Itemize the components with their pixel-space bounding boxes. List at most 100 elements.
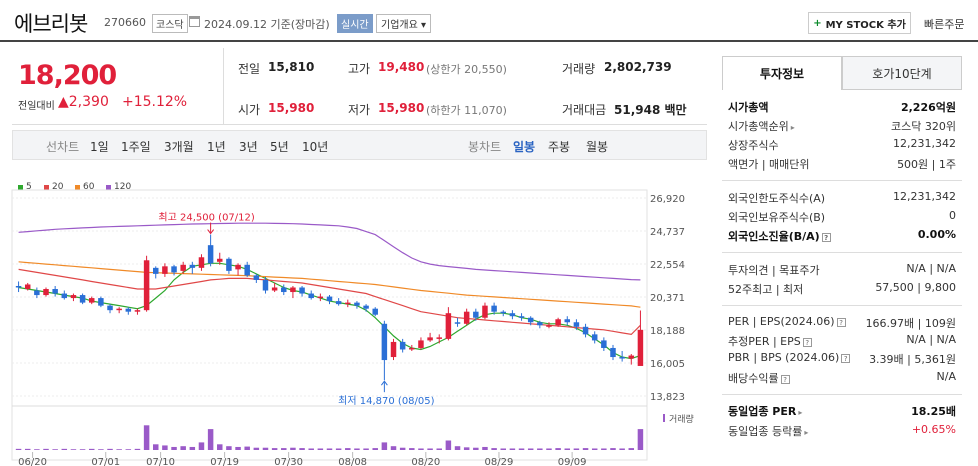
volume-bar <box>637 429 644 450</box>
candle-body <box>88 298 95 303</box>
period-3m[interactable]: 3개월 <box>164 140 194 154</box>
foreign-limit-label: 외국인한도주식수(A) <box>728 192 826 205</box>
dividend-value: N/A <box>936 370 956 383</box>
candle-body <box>582 326 589 335</box>
candle-body <box>290 287 296 293</box>
period-5y[interactable]: 5년 <box>270 140 289 154</box>
peer-per-label: 동일업종 PER <box>728 405 797 418</box>
change-value: ▲2,390 <box>58 94 109 110</box>
opinion-value: N/A | N/A <box>906 262 956 275</box>
candle-body <box>244 264 250 276</box>
amount-value: 51,948 백만 <box>614 103 687 117</box>
volume-bar <box>317 448 324 450</box>
volume-bar <box>244 446 250 450</box>
candle-body <box>98 298 104 306</box>
volume-legend-swatch <box>663 414 665 422</box>
candle-body <box>390 341 397 358</box>
help-icon[interactable]: ? <box>836 317 846 327</box>
market-cap-value: 2,226억원 <box>900 101 956 114</box>
volume-bar <box>527 448 534 450</box>
change-label: 전일대비 <box>18 101 55 112</box>
volume-bar <box>116 449 122 450</box>
company-info-dropdown[interactable]: 기업개요 ▾ <box>376 14 431 33</box>
legend-swatch <box>106 184 111 190</box>
volume-bar <box>198 442 205 450</box>
legend-swatch <box>18 184 23 190</box>
divider <box>722 180 962 181</box>
volume-bar <box>162 445 168 450</box>
divider <box>12 124 707 125</box>
volume-bar <box>390 446 397 450</box>
peer-per-row[interactable]: 동일업종 PER ▸ 18.25배 <box>728 403 956 420</box>
quick-order-link[interactable]: 빠른주문 <box>924 18 965 31</box>
price-chart[interactable]: 최고 24,500 (07/12) 최저 14,870 (08/05) 26,92… <box>0 0 710 466</box>
mystock-add-button[interactable]: + MY STOCK 추가 <box>808 12 911 34</box>
y-tick-label: 26,920 <box>650 194 685 205</box>
tab-investment-info[interactable]: 투자정보 <box>722 56 842 90</box>
candle-body <box>162 266 168 274</box>
candle-body <box>409 347 415 350</box>
stock-code: 270660 <box>104 16 146 29</box>
volume-bar <box>573 448 580 450</box>
candle-body <box>253 275 260 280</box>
period-1y[interactable]: 1년 <box>207 140 226 154</box>
rank-row[interactable]: 시가총액순위 ▸ 코스닥 320위 <box>728 118 956 135</box>
candle-body <box>107 305 113 311</box>
low-arrow-icon <box>380 380 388 386</box>
help-icon[interactable]: ? <box>780 374 790 384</box>
period-1w[interactable]: 1주일 <box>121 140 151 154</box>
period-3y[interactable]: 3년 <box>239 140 258 154</box>
volume-bar <box>454 446 461 450</box>
period-10y[interactable]: 10년 <box>302 140 329 154</box>
candle-body <box>116 308 122 311</box>
candle-body <box>79 295 86 303</box>
volume-bar <box>70 449 77 450</box>
volume-bar <box>299 448 305 450</box>
help-icon[interactable]: ? <box>821 232 831 242</box>
period-1d[interactable]: 1일 <box>90 140 109 154</box>
peer-rate-row[interactable]: 동일업종 등락률 ▸ +0.65% <box>728 423 956 440</box>
x-tick-label: 07/30 <box>274 457 303 466</box>
candle-body <box>281 287 287 293</box>
volume-bar <box>591 448 598 450</box>
volume-bar <box>125 449 132 450</box>
volume-label: 거래량 <box>669 413 694 425</box>
x-tick-label: 09/09 <box>558 457 587 466</box>
candle-body <box>271 287 278 291</box>
candle-daily[interactable]: 일봉 <box>513 140 536 154</box>
high-annotation: 최고 24,500 (07/12) <box>158 212 254 224</box>
chart-frame <box>11 189 648 461</box>
legend-swatch <box>75 184 80 190</box>
foreign-rate-label: 외국인소진율(B/A) <box>728 230 820 243</box>
volume-bar <box>619 448 625 450</box>
market-cap-row: 시가총액 2,226억원 <box>728 99 956 116</box>
volume-bar <box>372 448 378 450</box>
volume-bar <box>134 448 141 450</box>
candle-body <box>207 245 214 264</box>
pbr-row: PBR | BPS (2024.06)? 3.39배 | 5,361원 <box>728 351 956 368</box>
low-value: 15,980 <box>378 101 425 115</box>
realtime-button[interactable]: 실시간 <box>337 14 373 33</box>
plus-icon: + <box>813 17 822 29</box>
shares-value: 12,231,342 <box>893 137 956 150</box>
candle-weekly[interactable]: 주봉 <box>548 140 571 154</box>
volume-bar <box>61 448 68 450</box>
candle-monthly[interactable]: 월봉 <box>586 140 609 154</box>
line-chart-label: 선차트 <box>46 140 80 154</box>
candle-body <box>262 279 269 291</box>
candle-body <box>591 334 598 341</box>
shares-row: 상장주식수 12,231,342 <box>728 137 956 154</box>
chevron-right-icon: ▸ <box>798 408 803 417</box>
tab-order-book[interactable]: 호가10단계 <box>842 56 962 90</box>
help-icon[interactable]: ? <box>802 337 812 347</box>
w52-value: 57,500 | 9,800 <box>875 281 956 294</box>
candle-body <box>317 296 324 299</box>
help-icon[interactable]: ? <box>841 353 851 363</box>
dividend-row: 배당수익률? N/A <box>728 370 956 387</box>
pbr-label: PBR | BPS (2024.06) <box>728 351 840 364</box>
candle-body <box>601 340 607 348</box>
candle-body <box>308 293 314 299</box>
market-cap-label: 시가총액 <box>728 101 769 114</box>
candle-body <box>61 293 68 299</box>
upper-limit: (상한가 20,550) <box>426 63 507 76</box>
